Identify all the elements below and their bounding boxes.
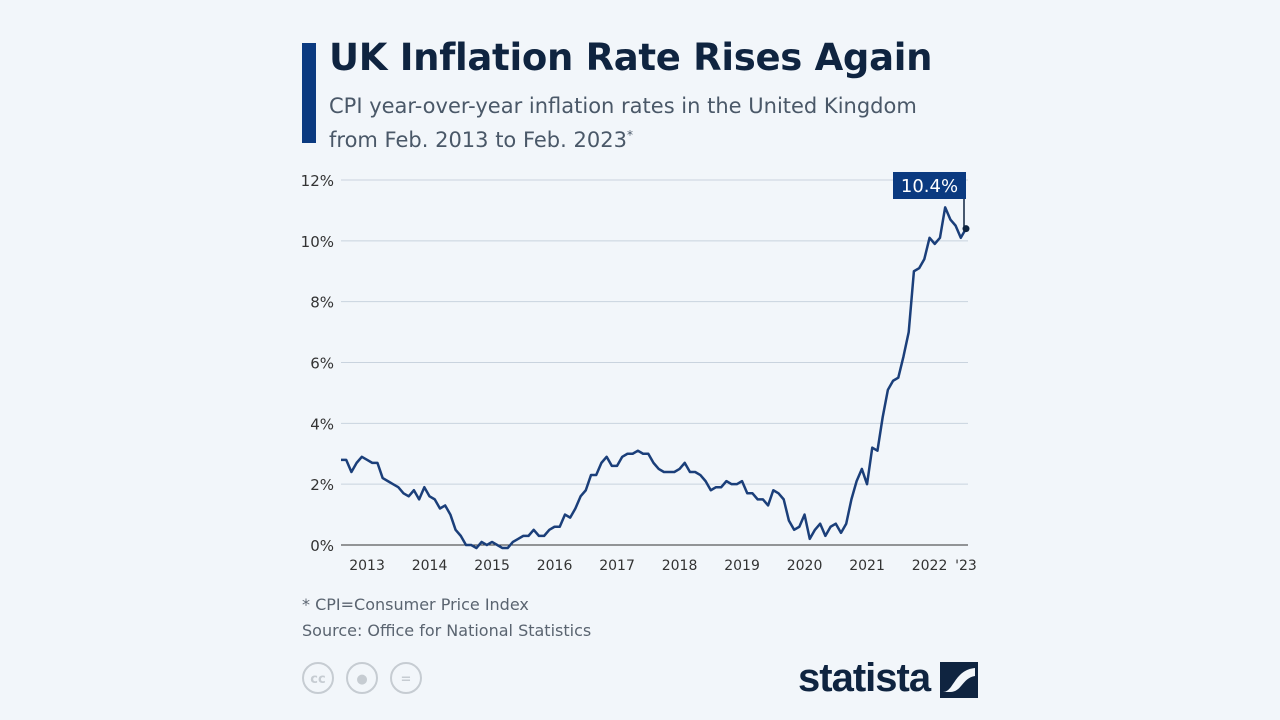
x-tick-label: '23 [955, 558, 977, 574]
statista-logo-mark-icon [940, 662, 978, 698]
title-accent-bar [302, 43, 316, 143]
nd-icon[interactable]: = [390, 662, 422, 694]
x-tick-label: 2014 [412, 558, 448, 574]
y-tick-label: 8% [310, 294, 334, 312]
x-tick-label: 2017 [599, 558, 635, 574]
source: Source: Office for National Statistics [302, 621, 592, 640]
x-tick-label: 2021 [849, 558, 885, 574]
x-tick-label: 2013 [349, 558, 385, 574]
x-tick-label: 2022 [912, 558, 948, 574]
statista-logo[interactable]: statista [798, 656, 931, 700]
chart-subtitle: CPI year-over-year inflation rates in th… [329, 92, 969, 155]
callout-box [893, 172, 966, 199]
series-line [341, 206, 968, 550]
cc-icon[interactable]: cc [302, 662, 334, 694]
x-tick-label: 2015 [474, 558, 510, 574]
x-tick-label: 2016 [537, 558, 573, 574]
subtitle-footnote-mark: * [626, 128, 633, 142]
y-tick-label: 10% [301, 233, 334, 251]
by-icon[interactable]: ● [346, 662, 378, 694]
y-tick-label: 0% [310, 537, 334, 555]
y-tick-label: 2% [310, 476, 334, 494]
chart-title: UK Inflation Rate Rises Again [329, 36, 933, 79]
y-tick-label: 12% [301, 172, 334, 190]
footnote: * CPI=Consumer Price Index [302, 595, 529, 614]
x-tick-label: 2018 [662, 558, 698, 574]
y-tick-label: 6% [310, 355, 334, 373]
y-tick-label: 4% [310, 415, 334, 433]
subtitle-text: CPI year-over-year inflation rates in th… [329, 94, 917, 152]
x-tick-label: 2019 [724, 558, 760, 574]
x-tick-label: 2020 [787, 558, 823, 574]
callout-label: 10.4% [901, 176, 958, 197]
data-point-last [962, 225, 970, 233]
